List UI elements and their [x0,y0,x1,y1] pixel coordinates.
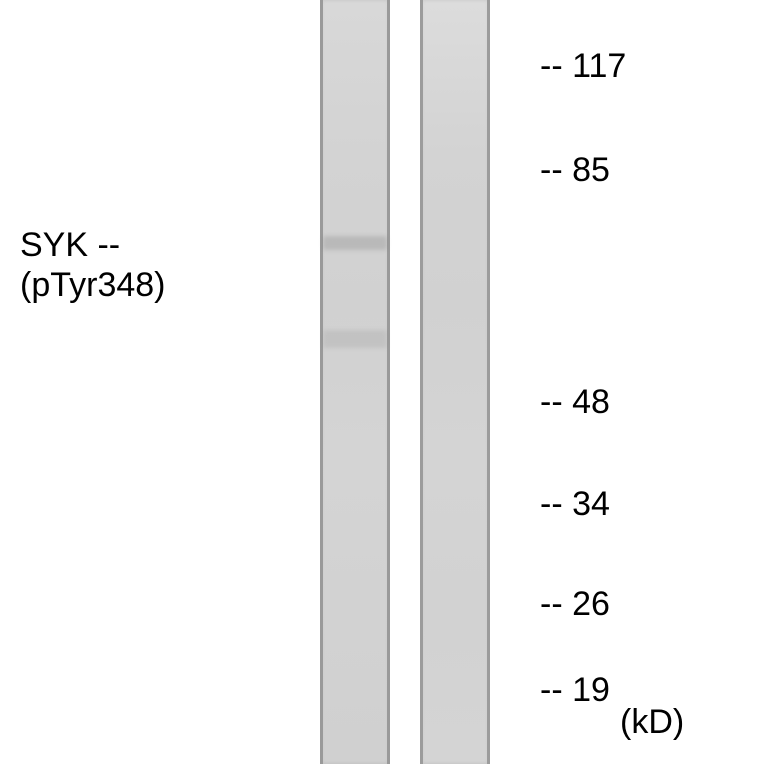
mw-marker: -- 48 [540,383,610,422]
lane-border [320,0,323,764]
mw-marker: -- 26 [540,585,610,624]
protein-label-line2: (pTyr348) [20,266,166,305]
mw-unit-label: (kD) [620,703,684,742]
lane-border [387,0,390,764]
lane-border [420,0,423,764]
blot-band [323,236,387,250]
protein-label-line1: SYK -- [20,226,120,265]
mw-marker: -- 85 [540,151,610,190]
blot-band [323,330,387,348]
blot-figure: SYK -- (pTyr348) -- 117 -- 85 -- 48 -- 34 --… [0,0,764,764]
mw-marker: -- 117 [540,47,626,86]
mw-marker: -- 34 [540,485,610,524]
mw-marker: -- 19 [540,671,610,710]
blot-lane-1 [320,0,390,764]
blot-lane-2 [420,0,490,764]
lane-border [487,0,490,764]
